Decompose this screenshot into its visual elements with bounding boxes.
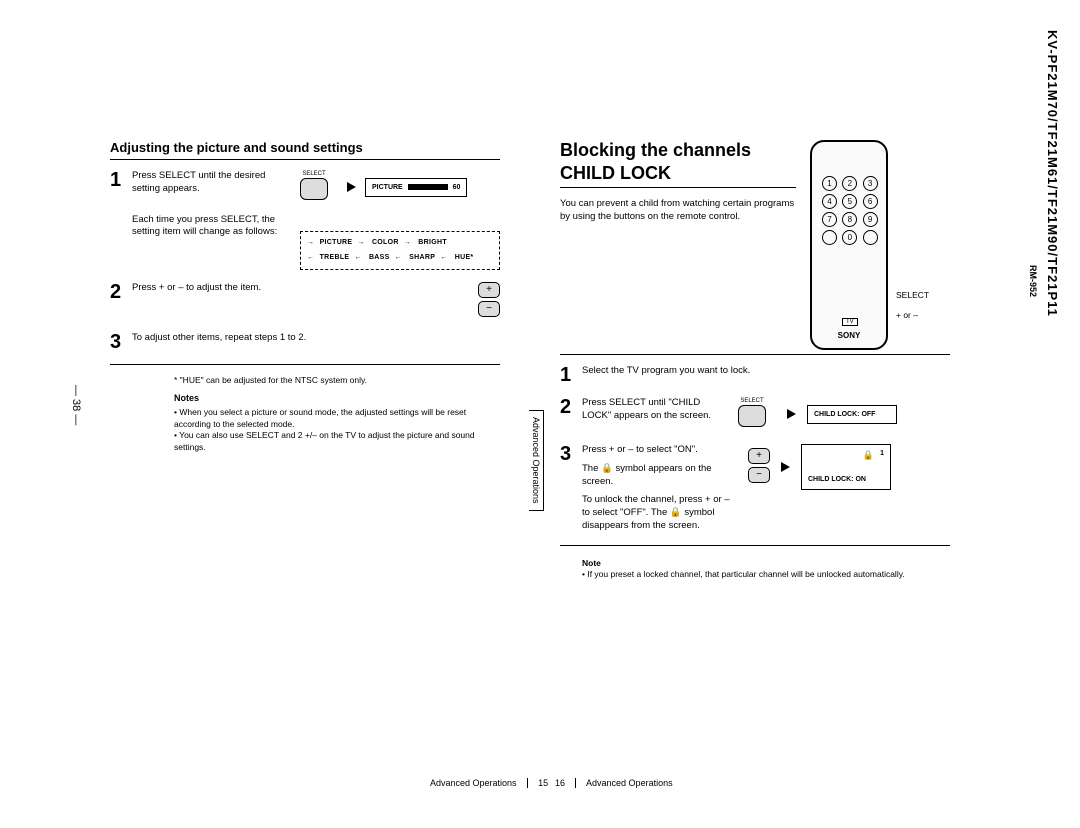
- arrow-icon: [787, 409, 796, 419]
- divider: [110, 159, 500, 160]
- remote-select-callout: SELECT: [896, 290, 929, 300]
- osd-childlock-on: 1 CHILD LOCK: ON: [801, 444, 891, 490]
- right-step-3b-text: The 🔒 symbol appears on the screen.: [582, 463, 732, 489]
- left-step-1: 1 Press SELECT until the desired setting…: [110, 170, 500, 270]
- remote-control-illustration: 123 456 789 0 TV SONY: [810, 140, 888, 350]
- page-right: Blocking the channels CHILD LOCK You can…: [530, 140, 960, 581]
- minus-button-icon: −: [478, 301, 500, 317]
- divider: [560, 354, 950, 355]
- notes-heading: Notes: [174, 392, 500, 404]
- setting-flow-diagram: → PICTURE→ COLOR→ BRIGHT ← TREBLE← BASS←: [300, 231, 500, 270]
- spine-model-number: KV-PF21M70/TF21M61/TF21M90/TF21P11: [1045, 30, 1060, 317]
- osd-picture-indicator: PICTURE 60: [365, 178, 467, 197]
- select-button-icon: [738, 405, 766, 427]
- right-note-text: • If you preset a locked channel, that p…: [582, 569, 950, 580]
- divider: [560, 187, 796, 188]
- page-left: Adjusting the picture and sound settings…: [100, 140, 530, 581]
- right-intro: You can prevent a child from watching ce…: [560, 198, 796, 224]
- lock-icon: [863, 449, 874, 461]
- arrow-icon: [347, 182, 356, 192]
- select-btn-label: SELECT: [300, 170, 328, 178]
- left-heading: Adjusting the picture and sound settings: [110, 140, 500, 155]
- left-step-1b-text: Each time you press SELECT, the setting …: [132, 214, 284, 240]
- spine-rm-number: RM-952: [1028, 265, 1038, 297]
- left-step-2: 2 Press + or – to adjust the item. + −: [110, 282, 500, 320]
- footer-right: 16 Advanced Operations: [555, 778, 673, 788]
- right-step-3a-text: Press + or – to select "ON".: [582, 444, 732, 457]
- osd-childlock-off: CHILD LOCK: OFF: [807, 405, 897, 424]
- left-step-2-text: Press + or – to adjust the item.: [132, 282, 462, 295]
- minus-button-icon: −: [748, 467, 770, 483]
- arrow-icon: [781, 462, 790, 472]
- right-heading-a: Blocking the channels: [560, 140, 796, 161]
- right-step-3c-text: To unlock the channel, press + or – to s…: [582, 494, 732, 532]
- remote-plusminus-callout: + or –: [896, 310, 918, 320]
- right-step-1: 1 Select the TV program you want to lock…: [560, 365, 950, 385]
- manual-spread: Adjusting the picture and sound settings…: [100, 140, 1000, 581]
- note-1: • When you select a picture or sound mod…: [174, 407, 500, 430]
- remote-tv-label: TV: [842, 318, 858, 326]
- divider: [560, 545, 950, 546]
- right-step-1-text: Select the TV program you want to lock.: [582, 365, 950, 385]
- hue-footnote: * "HUE" can be adjusted for the NTSC sys…: [174, 375, 500, 386]
- right-heading-b: CHILD LOCK: [560, 163, 796, 184]
- left-step-1a-text: Press SELECT until the desired setting a…: [132, 170, 284, 196]
- footer-left: Advanced Operations 15: [430, 778, 548, 788]
- select-button-icon: [300, 178, 328, 200]
- right-step-2-text: Press SELECT until "CHILD LOCK" appears …: [582, 397, 722, 423]
- right-step-3: 3 Press + or – to select "ON". The 🔒 sym…: [560, 444, 950, 533]
- note-2: • You can also use SELECT and 2 +/– on t…: [174, 430, 500, 453]
- left-step-3-text: To adjust other items, repeat steps 1 to…: [132, 332, 500, 352]
- right-step-2: 2 Press SELECT until "CHILD LOCK" appear…: [560, 397, 950, 432]
- right-note-heading: Note: [582, 558, 950, 569]
- plus-button-icon: +: [748, 448, 770, 464]
- spine-page-marker: — 38 —: [70, 385, 82, 425]
- remote-brand-label: SONY: [812, 331, 886, 340]
- plus-button-icon: +: [478, 282, 500, 298]
- divider: [110, 364, 500, 365]
- left-step-3: 3 To adjust other items, repeat steps 1 …: [110, 332, 500, 352]
